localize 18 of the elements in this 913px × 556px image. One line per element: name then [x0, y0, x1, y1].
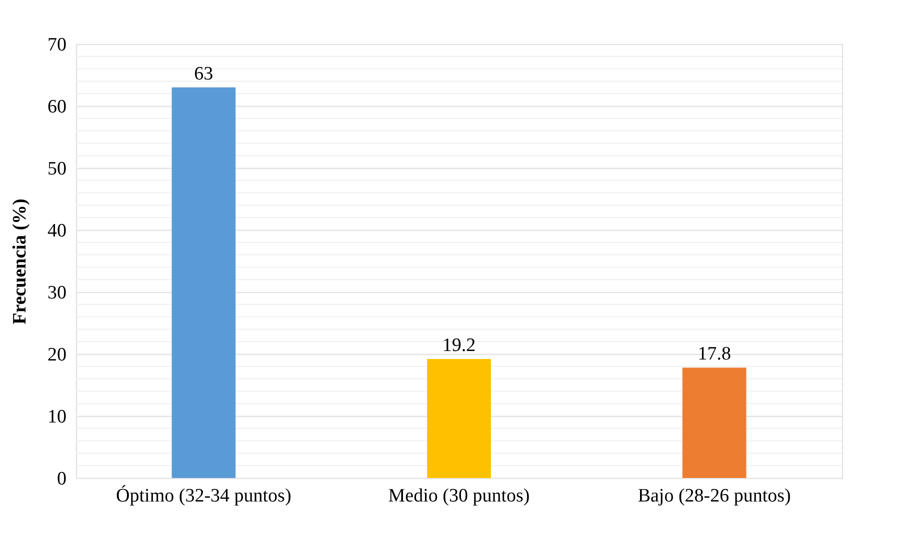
- y-tick-label: 30: [48, 282, 66, 304]
- bar: [682, 368, 746, 478]
- data-label: 63: [194, 63, 214, 84]
- x-tick-label: Bajo (28-26 puntos): [638, 486, 791, 506]
- y-axis-title: Frecuencia (%): [10, 198, 30, 324]
- x-tick-label: Medio (30 puntos): [388, 486, 530, 506]
- data-label: 17.8: [698, 344, 731, 365]
- y-tick-label: 70: [48, 34, 66, 56]
- y-tick-label: 50: [48, 158, 66, 180]
- y-tick-label: 20: [48, 344, 66, 366]
- bar: [427, 358, 491, 478]
- data-label: 19.2: [442, 334, 476, 356]
- y-tick-label: 40: [48, 220, 66, 242]
- y-tick-label: 0: [57, 468, 66, 490]
- y-tick-label: 10: [48, 406, 66, 428]
- y-tick-label: 60: [48, 96, 66, 118]
- x-tick-label: Óptimo (32-34 puntos): [116, 484, 292, 506]
- bar: [172, 87, 236, 478]
